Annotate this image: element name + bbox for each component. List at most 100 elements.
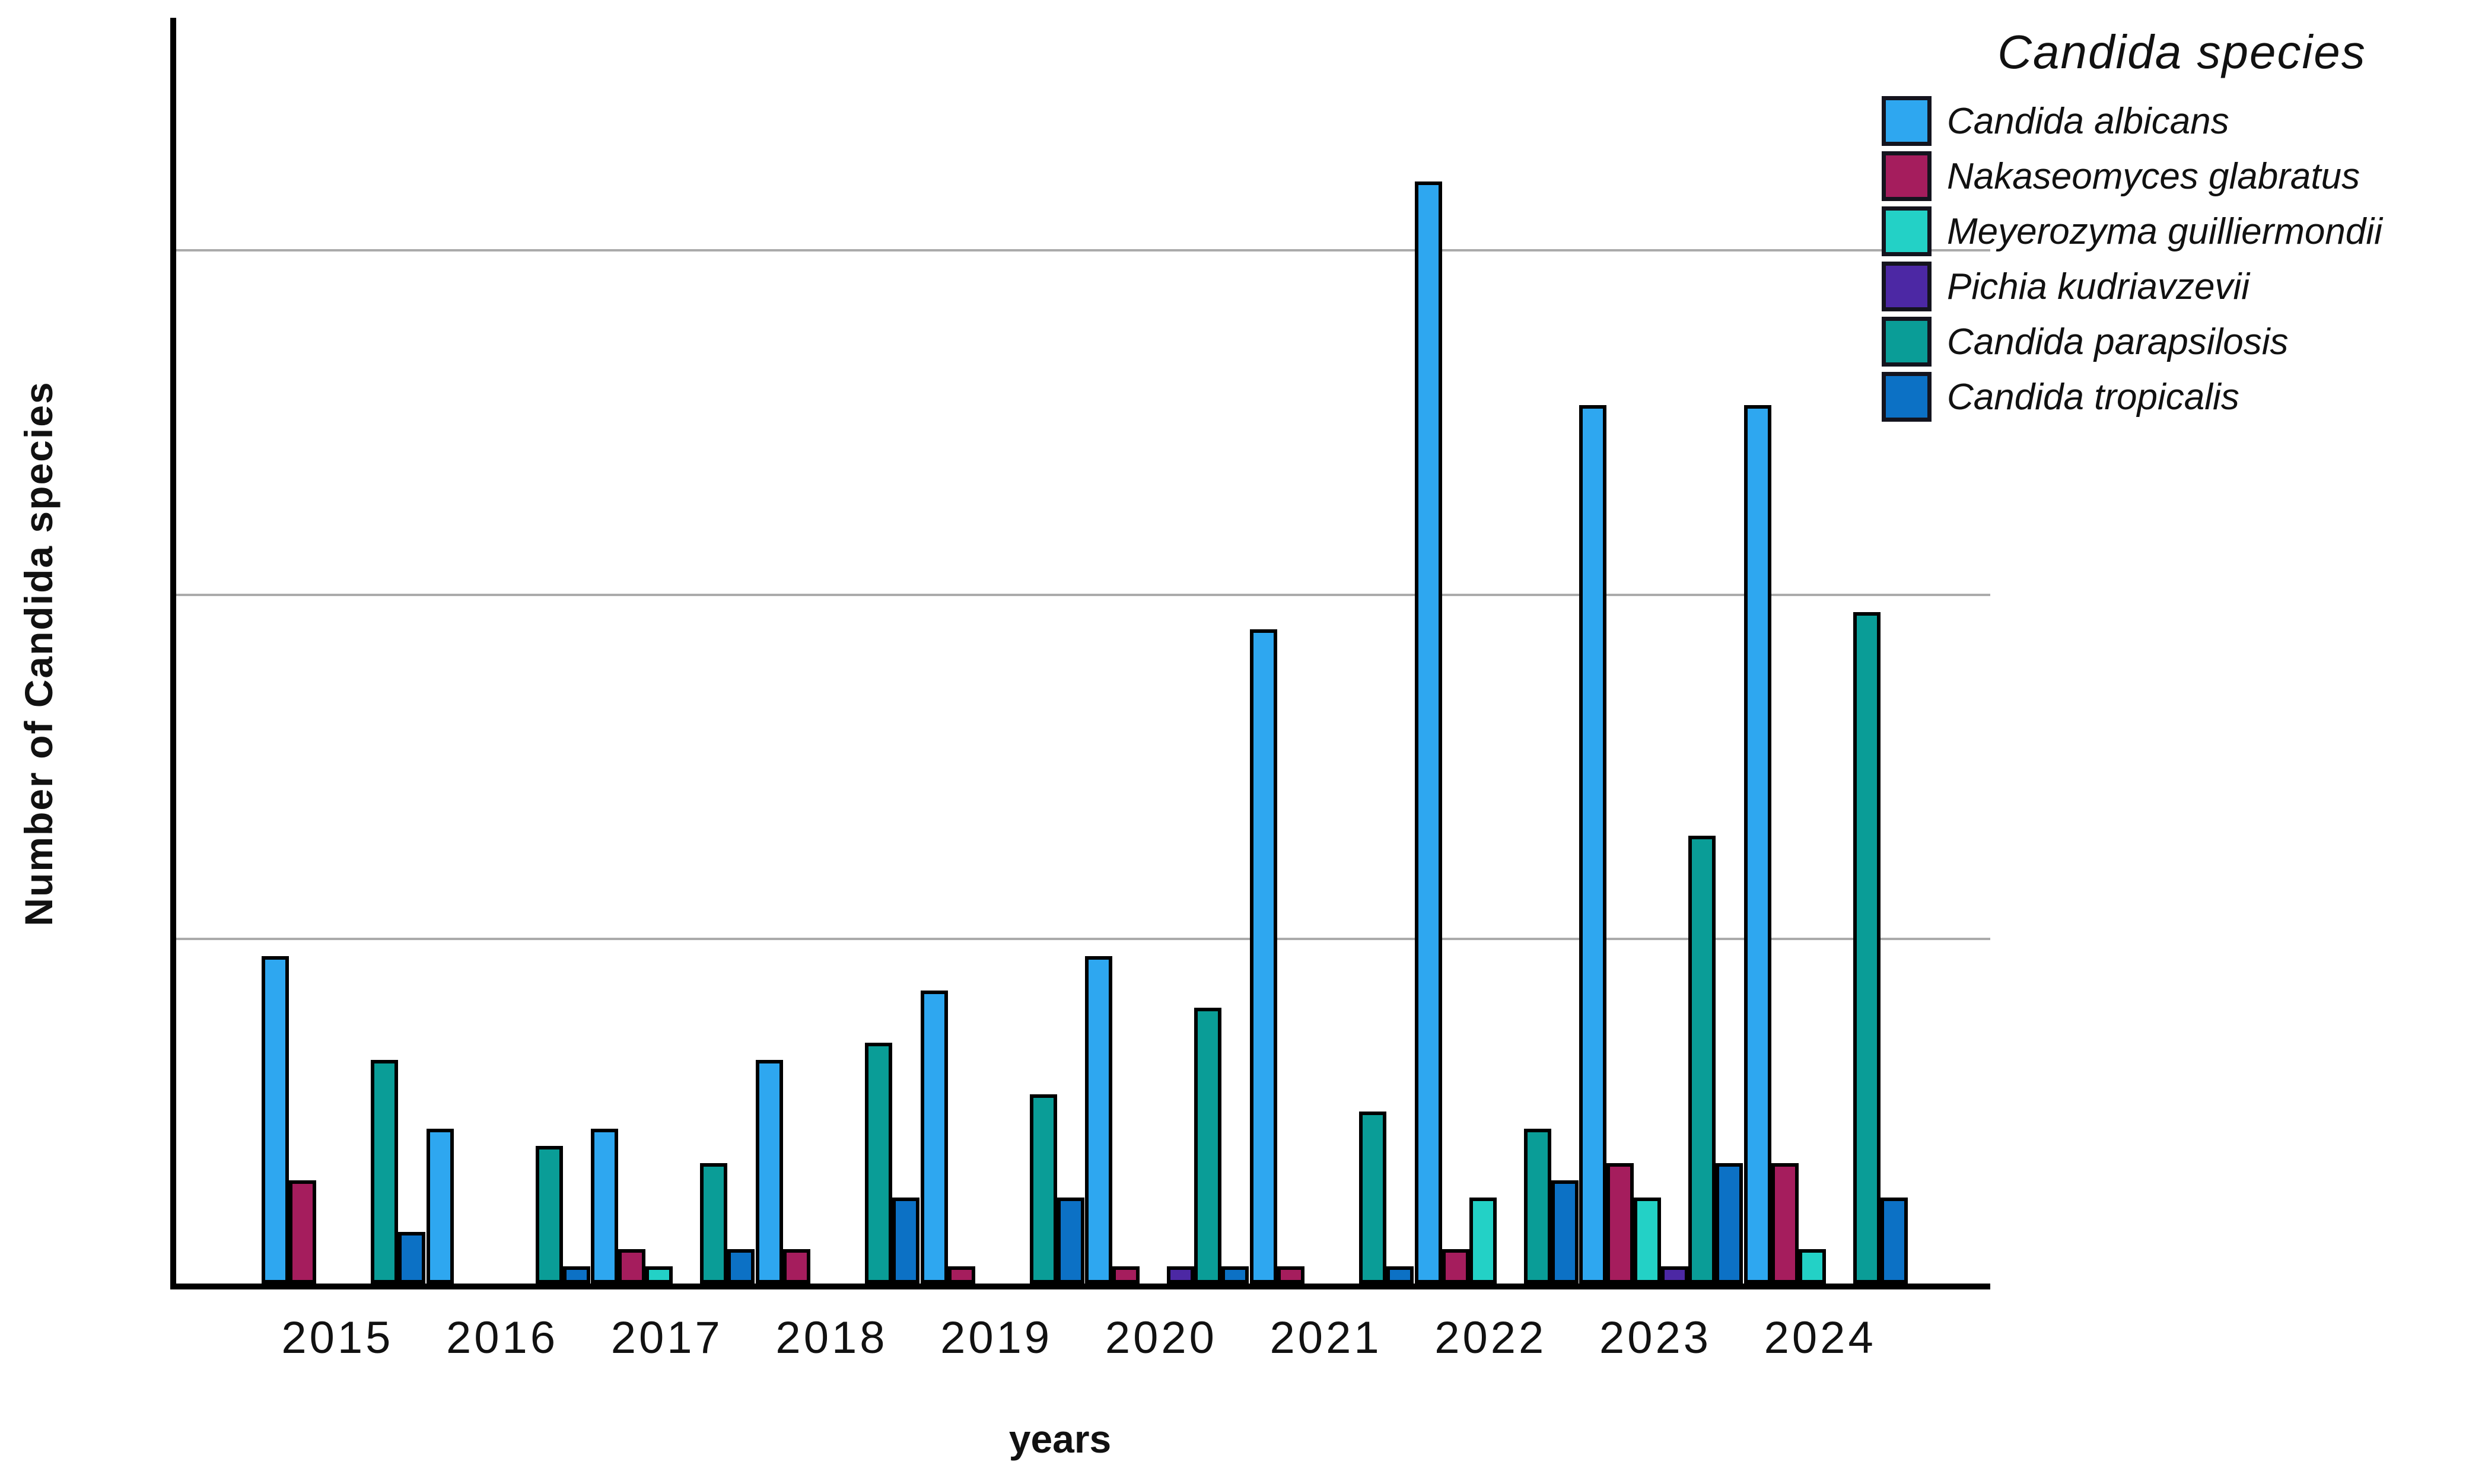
bar-2015-nakaseomyces-glabratus [288,1180,316,1284]
bar-slot [1606,1163,1634,1284]
x-tick-label-2017: 2017 [610,1313,723,1363]
x-tick-label-2020: 2020 [1105,1313,1217,1363]
bar-2022-candida-albicans [1414,181,1442,1284]
x-tick-label-2015: 2015 [281,1313,394,1363]
bar-2024-nakaseomyces-glabratus [1771,1163,1799,1284]
bar-2017-candida-albicans [591,1128,619,1284]
bar-2022-meyerozyma-guilliermondii [1469,1197,1497,1284]
legend-label: Candida albicans [1947,100,2229,142]
x-tick-label-2019: 2019 [940,1313,1053,1363]
bar-2017-candida-parapsilosis [700,1163,728,1284]
y-axis-title: Number of Candida species [17,381,61,926]
x-tick-label-2023: 2023 [1599,1313,1712,1363]
bar-slot [1799,1249,1827,1284]
bar-slot [1414,181,1442,1284]
bar-slot [782,1249,810,1284]
bar-slot [1661,1266,1689,1284]
bar-2024-candida-albicans [1744,405,1772,1284]
bar-slot [1579,405,1607,1284]
bar-slot [727,1249,755,1284]
legend-swatch-icon [1882,206,1932,256]
bar-2019-candida-albicans [920,991,948,1284]
bar-slot [1716,1163,1743,1284]
bar-2016-candida-tropicalis [562,1266,590,1284]
year-group-2022 [1414,18,1579,1284]
legend-entry-candida-parapsilosis: Candida parapsilosis [1882,317,2482,367]
bar-slot [892,1197,919,1284]
bar-slot [591,1128,619,1284]
bar-2016-candida-albicans [426,1128,454,1284]
bar-slot [1634,1197,1662,1284]
year-group-2016 [426,18,591,1284]
bar-2022-candida-tropicalis [1551,1180,1579,1284]
bar-slot [261,956,289,1284]
bar-slot [397,1231,425,1284]
bar-2017-candida-tropicalis [727,1249,755,1284]
bar-slot [1221,1266,1249,1284]
bar-2020-candida-tropicalis [1221,1266,1249,1284]
legend-swatch-icon [1882,151,1932,201]
bar-slot [1771,1163,1799,1284]
bar-slot [920,991,948,1284]
bar-slot [700,1163,728,1284]
bar-2023-pichia-kudriavzevii [1661,1266,1689,1284]
bar-slot [1085,956,1113,1284]
bar-2023-candida-tropicalis [1716,1163,1743,1284]
bar-slot [1881,1197,1908,1284]
x-tick-label-2016: 2016 [446,1313,559,1363]
bar-slot [1523,1128,1551,1284]
bar-2021-nakaseomyces-glabratus [1277,1266,1305,1284]
x-axis-tick-labels: 2015 2016 2017 2018 2019 2020 2021 2022 2023 2024 [170,1312,1984,1364]
bar-slot [562,1266,590,1284]
legend-swatch-icon [1882,372,1932,422]
bar-2015-candida-tropicalis [397,1231,425,1284]
legend-label: Nakaseomyces glabratus [1947,155,2360,197]
gridline-y40 [176,593,1990,596]
bar-slot [1112,1266,1140,1284]
bar-2020-candida-albicans [1085,956,1113,1284]
bar-2018-candida-albicans [755,1059,783,1284]
bar-2020-nakaseomyces-glabratus [1112,1266,1140,1284]
legend-label: Meyerozyma guilliermondii [1947,211,2382,252]
bar-2023-candida-parapsilosis [1688,836,1716,1284]
bar-2024-candida-parapsilosis [1853,612,1881,1284]
bar-2022-nakaseomyces-glabratus [1442,1249,1469,1284]
x-axis-title: years [1008,1417,1112,1461]
bar-2018-candida-parapsilosis [864,1042,892,1284]
bar-slot [618,1249,646,1284]
bar-2021-candida-parapsilosis [1359,1111,1387,1284]
bar-slot [1744,405,1772,1284]
bar-slot [1029,1094,1057,1284]
legend: Candida species Candida albicans Nakaseom… [1882,25,2482,427]
gridline-y60 [176,249,1990,251]
year-group-2015 [261,18,426,1284]
x-tick-label-2024: 2024 [1764,1313,1876,1363]
bar-slot [1386,1266,1414,1284]
year-group-2018 [755,18,920,1284]
bar-2019-candida-tropicalis [1057,1197,1084,1284]
bar-2024-candida-tropicalis [1881,1197,1908,1284]
bar-slot [1469,1197,1497,1284]
bar-2018-nakaseomyces-glabratus [782,1249,810,1284]
year-group-2019 [920,18,1085,1284]
legend-swatch-icon [1882,317,1932,367]
bar-slot [1057,1197,1084,1284]
legend-entry-candida-albicans: Candida albicans [1882,96,2482,146]
bar-2018-candida-tropicalis [892,1197,919,1284]
year-group-2021 [1249,18,1414,1284]
legend-entry-candida-tropicalis: Candida tropicalis [1882,372,2482,422]
bar-slot [864,1042,892,1284]
bar-2016-candida-parapsilosis [535,1145,563,1284]
bar-2022-candida-parapsilosis [1523,1128,1551,1284]
bar-2024-meyerozyma-guilliermondii [1799,1249,1827,1284]
bar-2019-nakaseomyces-glabratus [947,1266,975,1284]
x-tick-label-2022: 2022 [1434,1313,1547,1363]
legend-entry-meyerozyma-guilliermondii: Meyerozyma guilliermondii [1882,206,2482,256]
legend-title: Candida species [1997,26,2366,78]
legend-swatch-icon [1882,262,1932,311]
year-group-2023 [1579,18,1744,1284]
bar-slot [645,1266,673,1284]
year-group-2017 [590,18,755,1284]
bar-slot [1194,1008,1222,1284]
